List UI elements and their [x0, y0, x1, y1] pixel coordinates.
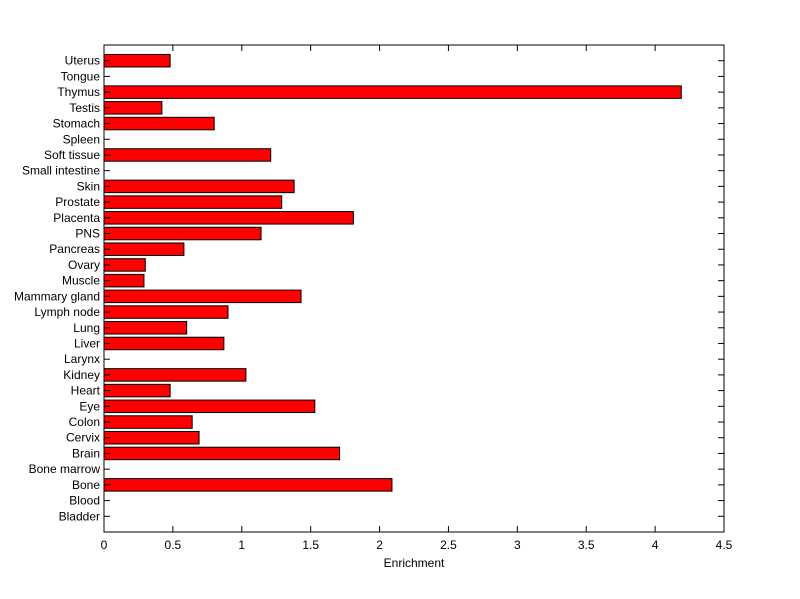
- y-tick-label-kidney: Kidney: [63, 368, 100, 382]
- bar-testis: [103, 101, 163, 115]
- y-tick-label-bone: Bone: [72, 478, 100, 492]
- x-tick-label-3: 1.5: [302, 538, 319, 552]
- bar-cervix: [103, 430, 200, 445]
- y-tick-label-mammary-gland: Mammary gland: [14, 289, 100, 303]
- y-tick-label-thymus: Thymus: [57, 85, 100, 99]
- y-tick-label-placenta: Placenta: [53, 211, 100, 225]
- x-tick-label-7: 3.5: [578, 538, 595, 552]
- y-tick-label-muscle: Muscle: [62, 274, 100, 288]
- bar-eye: [103, 399, 316, 414]
- y-tick-label-liver: Liver: [74, 336, 100, 350]
- x-tick-label-9: 4.5: [716, 538, 733, 552]
- bar-uterus: [103, 53, 171, 68]
- bar-stomach: [103, 116, 215, 131]
- bar-kidney: [103, 368, 247, 382]
- bars-group: [103, 53, 682, 492]
- x-tick-label-2: 1: [238, 538, 245, 552]
- x-tick-label-6: 3: [514, 538, 521, 552]
- x-axis-title: Enrichment: [384, 556, 445, 570]
- x-tick-label-0: 0: [101, 538, 108, 552]
- y-tick-label-blood: Blood: [69, 494, 100, 508]
- y-tick-label-lymph-node: Lymph node: [34, 305, 100, 319]
- y-tick-label-pancreas: Pancreas: [49, 242, 100, 256]
- y-tick-label-pns: PNS: [75, 227, 100, 241]
- y-tick-label-skin: Skin: [77, 179, 100, 193]
- y-tick-label-spleen: Spleen: [63, 132, 100, 146]
- bar-placenta: [103, 211, 354, 225]
- y-tick-label-bladder: Bladder: [59, 509, 100, 523]
- bar-skin: [103, 179, 295, 194]
- bar-bone: [103, 478, 393, 492]
- x-tick-label-5: 2.5: [440, 538, 457, 552]
- bar-soft-tissue: [103, 148, 272, 162]
- y-tick-label-testis: Testis: [69, 101, 100, 115]
- bar-colon: [103, 415, 193, 429]
- y-tick-label-uterus: Uterus: [65, 54, 100, 68]
- y-tick-label-prostate: Prostate: [55, 195, 100, 209]
- bar-brain: [103, 446, 341, 461]
- y-tick-label-brain: Brain: [72, 446, 100, 460]
- bar-pancreas: [103, 242, 185, 256]
- y-tick-label-cervix: Cervix: [66, 431, 100, 445]
- y-tick-label-tongue: Tongue: [61, 69, 101, 83]
- y-tick-label-stomach: Stomach: [53, 117, 100, 131]
- bar-ovary: [103, 258, 146, 272]
- bar-liver: [103, 336, 225, 351]
- bar-heart: [103, 383, 171, 398]
- bar-lymph-node: [103, 305, 229, 319]
- y-tick-label-eye: Eye: [79, 399, 100, 413]
- y-tick-label-colon: Colon: [69, 415, 100, 429]
- y-tick-label-small-intestine: Small intestine: [22, 164, 100, 178]
- y-tick-label-soft-tissue: Soft tissue: [44, 148, 100, 162]
- y-tick-label-bone-marrow: Bone marrow: [29, 462, 101, 476]
- bar-prostate: [103, 195, 283, 209]
- y-tick-label-ovary: Ovary: [68, 258, 100, 272]
- x-tick-label-1: 0.5: [165, 538, 182, 552]
- y-tick-label-heart: Heart: [71, 384, 101, 398]
- bar-lung: [103, 321, 188, 335]
- bar-mammary-gland: [103, 289, 302, 304]
- y-tick-label-lung: Lung: [73, 321, 100, 335]
- x-tick-label-4: 2: [376, 538, 383, 552]
- ticks-group: [103, 45, 725, 532]
- bar-thymus: [103, 85, 682, 99]
- y-tick-label-larynx: Larynx: [64, 352, 100, 366]
- x-tick-label-8: 4: [652, 538, 659, 552]
- bar-pns: [103, 226, 262, 241]
- plot-area-frame: [103, 44, 725, 533]
